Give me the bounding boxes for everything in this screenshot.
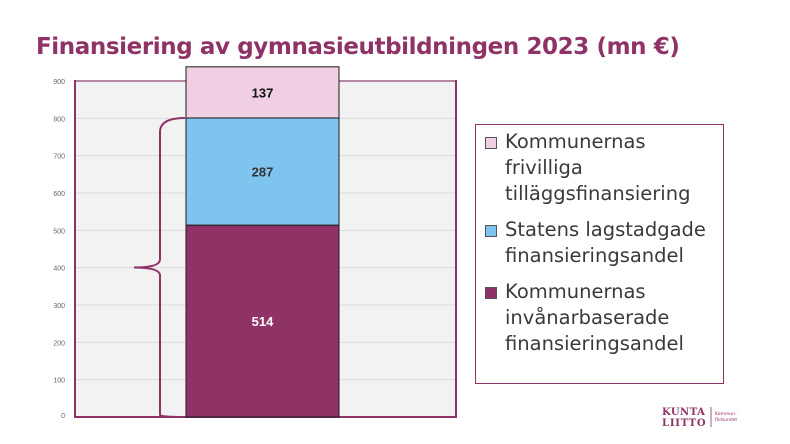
data-label: 137 <box>252 85 274 100</box>
chart-title: Finansiering av gymnasieutbildningen 202… <box>36 34 680 60</box>
legend-item-voluntary: Kommunernas frivilliga tilläggsfinansier… <box>485 129 717 207</box>
bar-segment-2 <box>185 66 340 119</box>
logo-wordmark-line2: LIITTO <box>662 418 706 429</box>
y-tick-label: 200 <box>53 340 65 347</box>
legend-label: Statens lagstadgade finansieringsandel <box>505 218 706 267</box>
bar-stack <box>185 66 340 418</box>
bracket-annotation <box>133 116 186 418</box>
legend-item-municipal: Kommunernas invånarbaserade finansiering… <box>485 279 717 357</box>
legend-label: Kommunernas frivilliga tilläggsfinansier… <box>505 130 691 205</box>
y-tick-label: 0 <box>61 413 65 420</box>
bar-segment-1 <box>185 117 340 226</box>
y-tick-label: 100 <box>53 378 65 385</box>
y-tick-label: 400 <box>53 266 65 273</box>
legend: Kommunernas frivilliga tilläggsfinansier… <box>475 124 724 384</box>
y-tick-label: 500 <box>53 228 65 235</box>
y-tick-label: 800 <box>53 116 65 123</box>
legend-label: Kommunernas invånarbaserade finansiering… <box>505 280 684 355</box>
y-axis-ticks: 0 100 200 300 400 500 600 700 800 900 <box>53 79 65 420</box>
legend-swatch <box>485 225 497 237</box>
legend-item-state: Statens lagstadgade finansieringsandel <box>485 217 717 269</box>
logo-subtext-line2: förbundet <box>715 417 737 423</box>
data-label: 287 <box>252 165 274 180</box>
y-tick-label: 600 <box>53 191 65 198</box>
logo-subtext-line1: Kommun- <box>715 411 737 417</box>
y-tick-label: 700 <box>53 154 65 161</box>
data-labels: 514 287 137 <box>252 85 274 329</box>
kuntaliitto-logo: KUNTA LIITTO Kommun- förbundet <box>662 407 737 429</box>
legend-swatch <box>485 287 497 299</box>
bar-segment-0 <box>185 224 340 418</box>
legend-swatch <box>485 137 497 149</box>
logo-wordmark-line1: KUNTA <box>662 407 705 418</box>
y-tick-label: 900 <box>53 79 65 86</box>
data-label: 514 <box>252 314 274 329</box>
y-tick-label: 300 <box>53 303 65 310</box>
